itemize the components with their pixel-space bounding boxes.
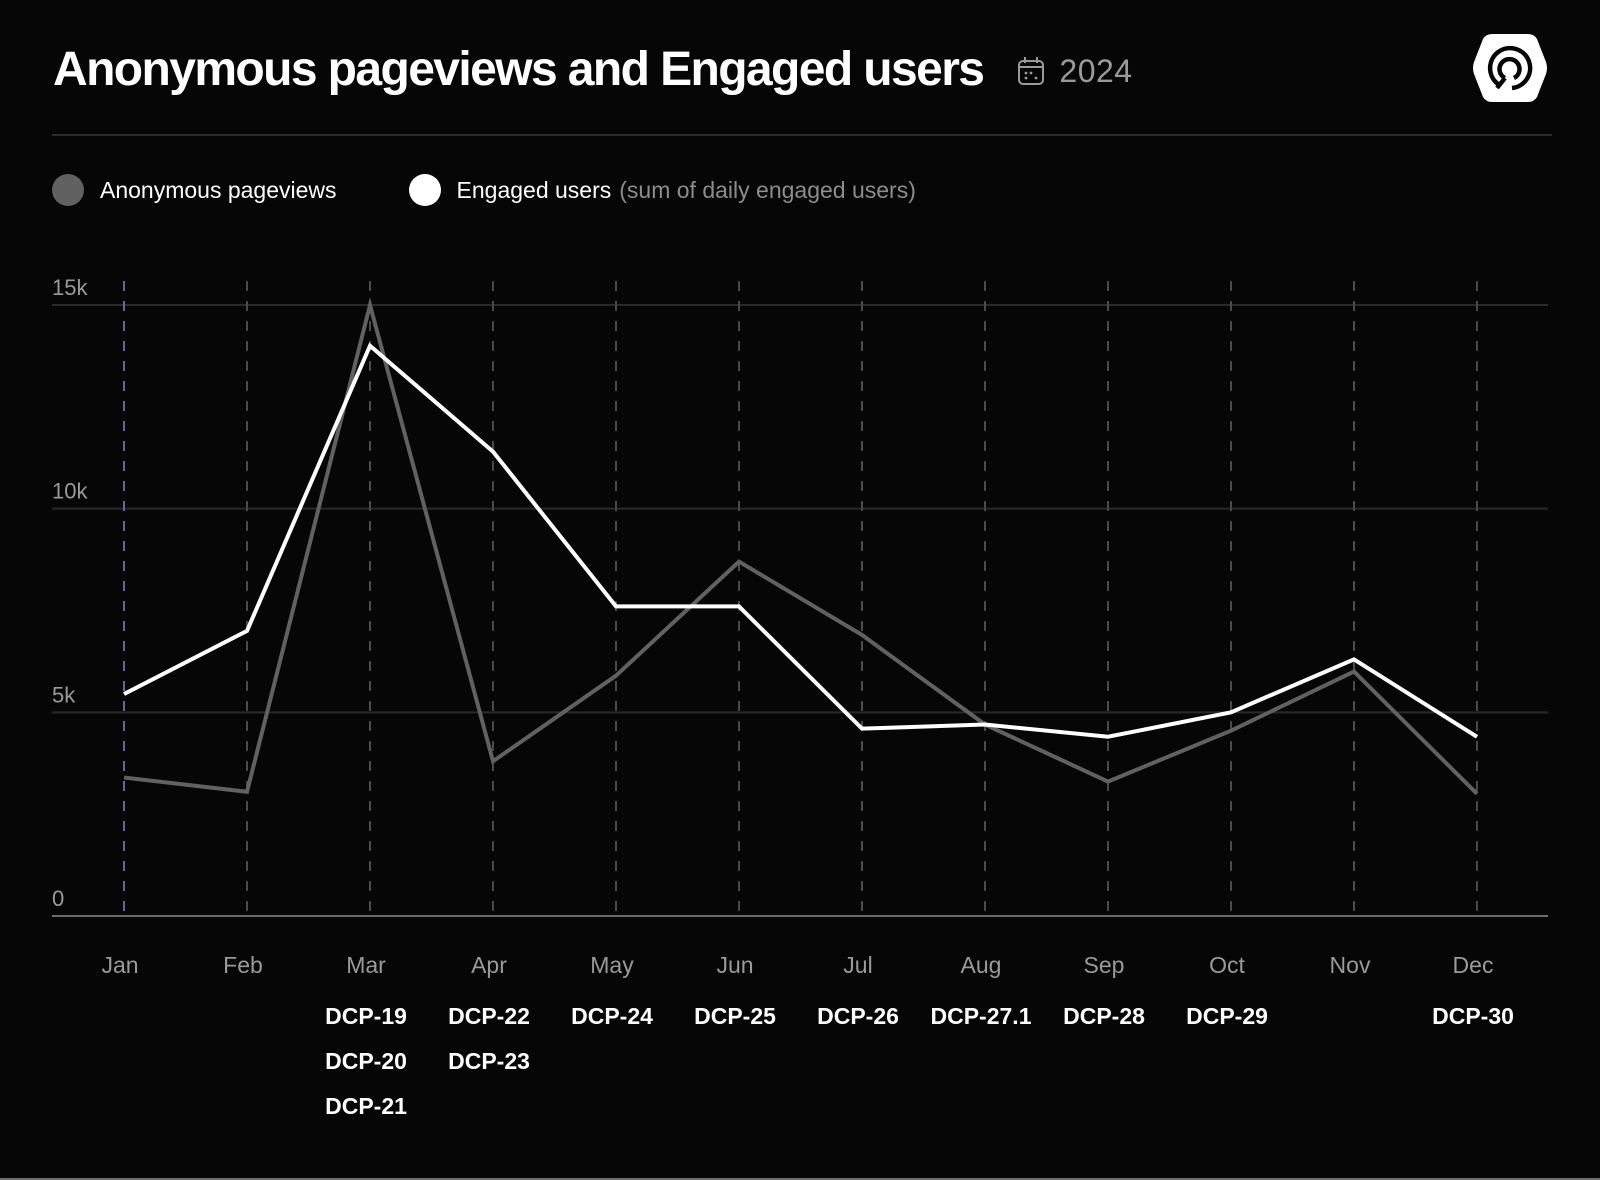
x-tick-label: Dec: [1453, 952, 1494, 978]
release-annotation: DCP-20: [325, 1048, 407, 1074]
release-annotation: DCP-23: [448, 1048, 530, 1074]
release-annotation: DCP-28: [1063, 1003, 1145, 1029]
y-tick-label: 15k: [52, 275, 88, 300]
release-annotation: DCP-26: [817, 1003, 899, 1029]
legend-swatch-anonymous-pageviews: [52, 174, 84, 206]
series-line-anonymous-pageviews: [123, 297, 1479, 796]
hexagon-signal-logo-icon: [1473, 34, 1547, 102]
legend-label: Engaged users: [456, 176, 612, 203]
release-annotation: DCP-19: [325, 1003, 407, 1029]
header-divider: [52, 134, 1552, 136]
chart-header: Anonymous pageviews and Engaged users 20…: [53, 34, 1560, 104]
legend-item-engaged-users[interactable]: Engaged users (sum of daily engaged user…: [408, 174, 916, 206]
release-annotation: DCP-30: [1432, 1003, 1514, 1029]
y-tick-label: 0: [52, 886, 64, 911]
x-tick-label: Oct: [1209, 952, 1245, 978]
release-annotation: DCP-29: [1186, 1003, 1268, 1029]
x-tick-label: May: [590, 952, 634, 978]
x-tick-label: Nov: [1330, 952, 1371, 978]
x-tick-label: Mar: [346, 952, 386, 978]
legend-note: (sum of daily engaged users): [619, 176, 916, 203]
legend-label: Anonymous pageviews: [100, 176, 337, 203]
calendar-icon: [1018, 57, 1045, 85]
release-annotation: DCP-21: [325, 1093, 407, 1119]
release-annotation: DCP-22: [448, 1003, 530, 1029]
chart-title: Anonymous pageviews and Engaged users: [53, 42, 985, 96]
x-tick-label: Sep: [1084, 952, 1125, 978]
y-tick-label: 5k: [52, 682, 76, 707]
x-tick-label: Jul: [843, 952, 872, 978]
legend-swatch-engaged-users: [408, 174, 441, 206]
x-tick-label: Jun: [716, 952, 753, 978]
year-label: 2024: [1059, 52, 1133, 89]
release-annotation: DCP-24: [571, 1003, 653, 1029]
legend-item-anonymous-pageviews[interactable]: Anonymous pageviews: [52, 174, 337, 206]
release-annotation: DCP-27.1: [931, 1003, 1032, 1029]
x-tick-label: Aug: [961, 952, 1002, 978]
release-annotation: DCP-25: [694, 1003, 776, 1029]
x-tick-label: Feb: [223, 952, 263, 978]
bottom-border: [0, 1178, 1600, 1180]
x-tick-label: Jan: [101, 952, 138, 978]
x-tick-label: Apr: [471, 952, 507, 978]
y-tick-label: 10k: [52, 479, 88, 504]
year-filter[interactable]: 2024: [1017, 53, 1132, 90]
series-line-engaged-users: [123, 342, 1479, 739]
legend: Anonymous pageviews Engaged users (sum o…: [52, 174, 988, 206]
